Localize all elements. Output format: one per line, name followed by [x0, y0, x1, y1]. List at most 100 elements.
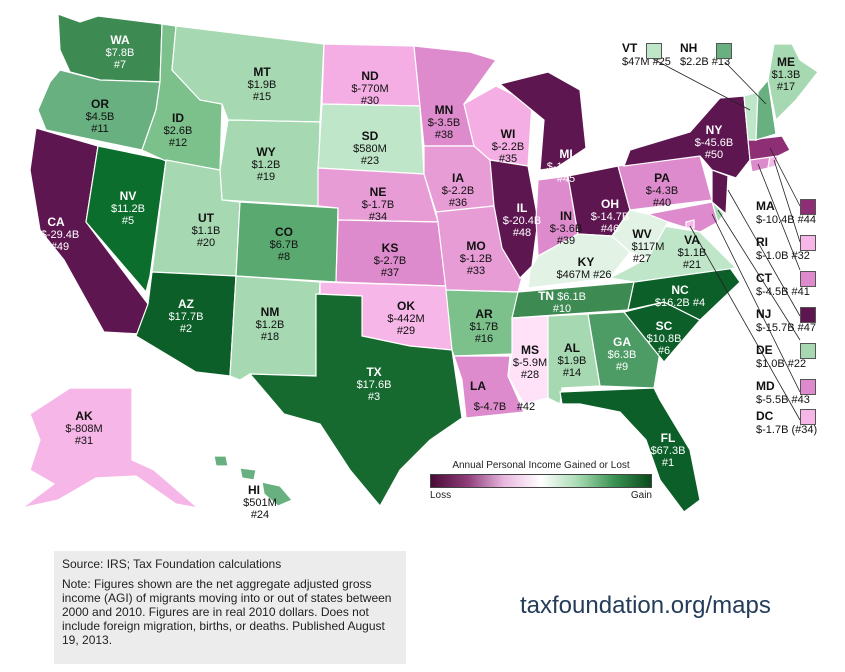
- state-DC[interactable]: [685, 219, 695, 229]
- label-HI: HI$501M#24: [243, 483, 277, 521]
- state-HI[interactable]: [213, 455, 293, 507]
- state-LA[interactable]: [453, 355, 525, 419]
- label-GA: GA$6.3B#9: [608, 335, 637, 373]
- label-WI: WI$-2.2B#35: [492, 127, 524, 165]
- svg-text:$6.7B: $6.7B: [270, 239, 299, 251]
- svg-text:#46: #46: [601, 223, 619, 235]
- state-DE[interactable]: [711, 201, 725, 224]
- svg-text:#1: #1: [662, 457, 674, 469]
- label-OH: OH$-14.7B#46: [591, 197, 630, 235]
- svg-text:$-5.9M: $-5.9M: [513, 357, 547, 369]
- callout-VT: VT $47M #25: [622, 41, 671, 69]
- svg-text:$1.2B: $1.2B: [256, 319, 285, 331]
- swatch-RI: [800, 235, 816, 251]
- swatch-DC: [800, 409, 816, 425]
- state-MD[interactable]: [645, 201, 719, 233]
- label-KY: KY$467M #26: [556, 255, 611, 281]
- svg-text:$1.2B: $1.2B: [252, 159, 281, 171]
- svg-text:NC: NC: [671, 283, 689, 297]
- svg-text:UT: UT: [198, 211, 215, 225]
- label-NC: NC$16.2B #4: [655, 283, 705, 309]
- state-AK[interactable]: [21, 387, 201, 509]
- swatch-VT: [646, 43, 662, 59]
- label-LA: LA $-4.7B #42: [470, 379, 535, 413]
- svg-text:AZ: AZ: [178, 297, 194, 311]
- svg-text:NY: NY: [706, 123, 723, 137]
- state-NV[interactable]: [85, 145, 167, 294]
- label-OR: OR$4.5B#11: [86, 97, 115, 135]
- state-GA[interactable]: [587, 311, 661, 389]
- swatch-DE: [800, 343, 816, 359]
- state-MA[interactable]: [747, 135, 791, 161]
- label-IA: IA$-2.2B#36: [442, 171, 474, 209]
- svg-text:$16.2B #4: $16.2B #4: [655, 297, 705, 309]
- svg-text:$-1.7B: $-1.7B: [362, 199, 394, 211]
- svg-text:SD: SD: [362, 129, 379, 143]
- site-url[interactable]: taxfoundation.org/maps: [520, 592, 771, 619]
- state-IL[interactable]: [489, 159, 539, 279]
- svg-text:KY: KY: [578, 255, 595, 269]
- svg-text:$-442M: $-442M: [387, 313, 424, 325]
- svg-text:$10.8B: $10.8B: [647, 333, 682, 345]
- svg-text:MS: MS: [521, 343, 539, 357]
- label-WV: WV$117M#27: [632, 227, 665, 265]
- svg-text:$-2.2B: $-2.2B: [492, 141, 524, 153]
- svg-text:CA: CA: [47, 215, 65, 229]
- label-AZ: AZ$17.7B#2: [169, 297, 204, 335]
- label-ME: ME$1.3B#17: [772, 55, 801, 93]
- svg-text:#2: #2: [180, 323, 192, 335]
- svg-text:#37: #37: [381, 267, 399, 279]
- svg-text:$6.3B: $6.3B: [608, 349, 637, 361]
- svg-text:#38: #38: [435, 129, 453, 141]
- swatch-MD: [800, 379, 816, 395]
- svg-text:$67.3B: $67.3B: [651, 445, 686, 457]
- callout-MD: MD $-5.5B #43: [756, 379, 810, 407]
- label-ID: ID$2.6B#12: [164, 111, 193, 149]
- state-NH[interactable]: [755, 78, 777, 141]
- label-TN: TN $6.1B#10: [538, 289, 586, 315]
- label-AR: AR$1.7B#16: [470, 307, 499, 345]
- svg-text:#5: #5: [122, 215, 134, 227]
- svg-text:MN: MN: [435, 103, 454, 117]
- svg-text:#42: #42: [517, 401, 535, 413]
- state-TX[interactable]: [248, 293, 463, 508]
- svg-text:IL: IL: [517, 201, 528, 215]
- svg-text:AL: AL: [564, 341, 580, 355]
- state-NY[interactable]: [623, 95, 751, 179]
- svg-text:#50: #50: [705, 149, 723, 161]
- label-IL: IL$-20.4B#48: [503, 201, 542, 239]
- svg-text:OK: OK: [397, 299, 415, 313]
- svg-text:CO: CO: [275, 225, 293, 239]
- svg-text:TN $6.1B: TN $6.1B: [538, 289, 586, 303]
- svg-text:ND: ND: [361, 69, 379, 83]
- svg-text:AR: AR: [475, 307, 493, 321]
- label-AK: AK$-808M#31: [65, 409, 102, 447]
- svg-text:MO: MO: [466, 239, 485, 253]
- svg-text:$1.3B: $1.3B: [772, 69, 801, 81]
- svg-text:#29: #29: [397, 325, 415, 337]
- state-AR[interactable]: [445, 289, 519, 357]
- svg-text:PA: PA: [654, 171, 670, 185]
- svg-text:#12: #12: [169, 137, 187, 149]
- state-WY[interactable]: [219, 119, 321, 207]
- svg-text:ME: ME: [777, 55, 795, 69]
- svg-text:#8: #8: [278, 251, 290, 263]
- state-ME[interactable]: [767, 43, 819, 122]
- svg-text:WA: WA: [110, 33, 130, 47]
- svg-text:#9: #9: [616, 361, 628, 373]
- svg-text:IN: IN: [560, 209, 572, 223]
- label-NY: NY$-45.6B#50: [695, 123, 734, 161]
- svg-text:SC: SC: [656, 319, 673, 333]
- label-WY: WY$1.2B#19: [252, 145, 281, 183]
- label-FL: FL$67.3B#1: [651, 431, 686, 469]
- callout-MA: MA $-10.4B #44: [756, 199, 816, 227]
- label-UT: UT$1.1B#20: [192, 211, 221, 249]
- state-FL[interactable]: [559, 387, 701, 513]
- svg-text:#6: #6: [658, 345, 670, 357]
- svg-text:#36: #36: [449, 197, 467, 209]
- label-MT: MT$1.9B#15: [248, 65, 277, 103]
- svg-text:#49: #49: [51, 241, 69, 253]
- svg-text:WY: WY: [256, 145, 275, 159]
- state-MI[interactable]: [498, 71, 587, 171]
- svg-text:$1.7B: $1.7B: [470, 321, 499, 333]
